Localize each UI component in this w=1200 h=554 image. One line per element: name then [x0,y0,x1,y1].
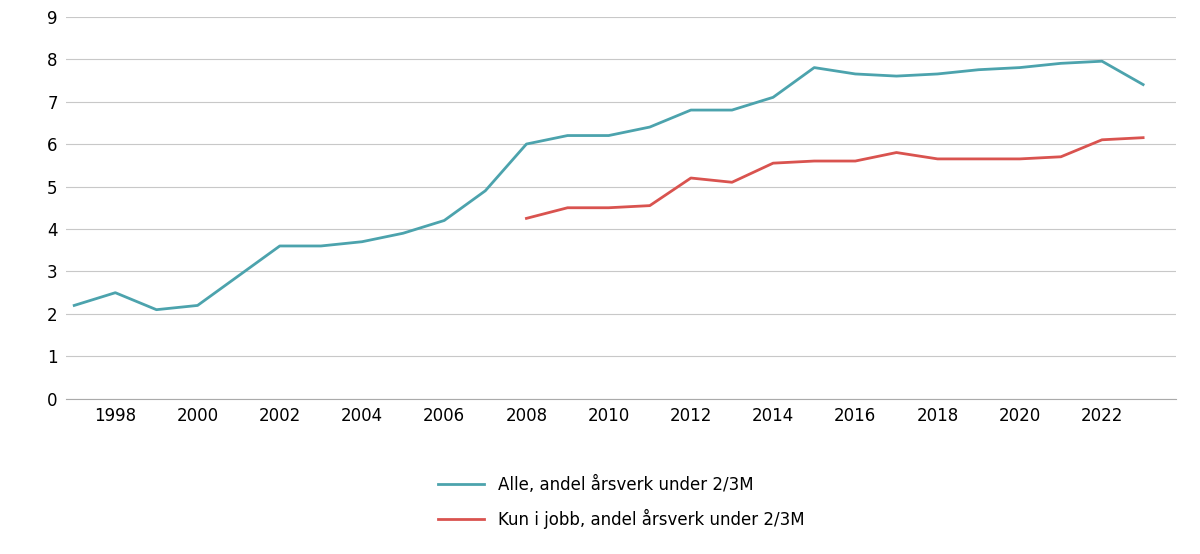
Kun i jobb, andel årsverk under 2/3M [1054,153,1068,160]
Alle, andel årsverk under 2/3M [232,273,246,279]
Alle, andel årsverk under 2/3M [1136,81,1151,88]
Kun i jobb, andel årsverk under 2/3M [725,179,739,186]
Alle, andel årsverk under 2/3M [642,124,656,130]
Alle, andel årsverk under 2/3M [725,107,739,114]
Kun i jobb, andel årsverk under 2/3M [972,156,986,162]
Alle, andel årsverk under 2/3M [560,132,575,139]
Kun i jobb, andel årsverk under 2/3M [848,158,863,165]
Kun i jobb, andel årsverk under 2/3M [1136,134,1151,141]
Kun i jobb, andel årsverk under 2/3M [808,158,822,165]
Legend: Alle, andel årsverk under 2/3M, Kun i jobb, andel årsverk under 2/3M: Alle, andel årsverk under 2/3M, Kun i jo… [438,476,804,529]
Kun i jobb, andel årsverk under 2/3M [642,202,656,209]
Alle, andel årsverk under 2/3M [313,243,328,249]
Alle, andel årsverk under 2/3M [1054,60,1068,66]
Alle, andel årsverk under 2/3M [930,70,944,77]
Kun i jobb, andel årsverk under 2/3M [684,175,698,181]
Kun i jobb, andel årsverk under 2/3M [1013,156,1027,162]
Alle, andel årsverk under 2/3M [520,141,534,147]
Kun i jobb, andel årsverk under 2/3M [601,204,616,211]
Alle, andel årsverk under 2/3M [1094,58,1109,65]
Kun i jobb, andel årsverk under 2/3M [520,215,534,222]
Alle, andel årsverk under 2/3M [396,230,410,237]
Kun i jobb, andel årsverk under 2/3M [889,149,904,156]
Alle, andel årsverk under 2/3M [355,238,370,245]
Alle, andel årsverk under 2/3M [191,302,205,309]
Alle, andel årsverk under 2/3M [437,217,451,224]
Alle, andel årsverk under 2/3M [972,66,986,73]
Alle, andel årsverk under 2/3M [684,107,698,114]
Alle, andel årsverk under 2/3M [808,64,822,71]
Line: Kun i jobb, andel årsverk under 2/3M: Kun i jobb, andel årsverk under 2/3M [527,137,1144,218]
Alle, andel årsverk under 2/3M [272,243,287,249]
Alle, andel årsverk under 2/3M [108,289,122,296]
Kun i jobb, andel årsverk under 2/3M [766,160,780,166]
Line: Alle, andel årsverk under 2/3M: Alle, andel årsverk under 2/3M [74,61,1144,310]
Alle, andel årsverk under 2/3M [766,94,780,101]
Alle, andel årsverk under 2/3M [478,187,492,194]
Kun i jobb, andel årsverk under 2/3M [930,156,944,162]
Alle, andel årsverk under 2/3M [601,132,616,139]
Alle, andel årsverk under 2/3M [149,306,163,313]
Alle, andel årsverk under 2/3M [1013,64,1027,71]
Alle, andel årsverk under 2/3M [889,73,904,79]
Alle, andel årsverk under 2/3M [848,70,863,77]
Kun i jobb, andel årsverk under 2/3M [1094,136,1109,143]
Kun i jobb, andel årsverk under 2/3M [560,204,575,211]
Alle, andel årsverk under 2/3M [67,302,82,309]
